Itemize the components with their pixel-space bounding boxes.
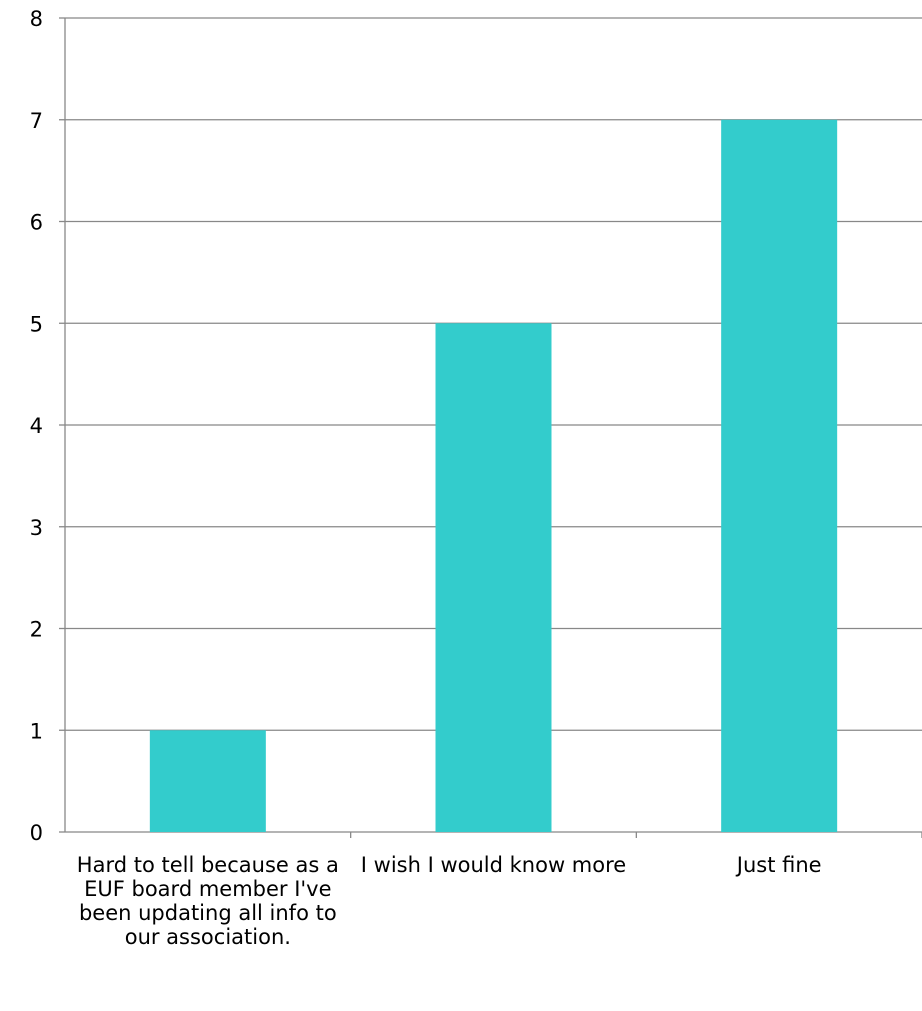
bar bbox=[435, 323, 552, 832]
y-tick-label: 2 bbox=[30, 618, 43, 642]
bar bbox=[721, 119, 838, 832]
bar bbox=[149, 730, 266, 832]
y-tick-label: 7 bbox=[30, 109, 43, 133]
x-category-label: I wish I would know more bbox=[360, 853, 627, 877]
y-tick-label: 5 bbox=[30, 312, 43, 336]
y-tick-label: 1 bbox=[30, 719, 43, 743]
y-tick-label: 6 bbox=[30, 211, 43, 235]
x-category-label: Hard to tell because as a EUF board memb… bbox=[76, 853, 339, 949]
y-tick-label: 8 bbox=[30, 7, 43, 31]
y-tick-label: 3 bbox=[30, 516, 43, 540]
y-tick-label: 4 bbox=[30, 414, 43, 438]
y-tick-label: 0 bbox=[30, 821, 43, 845]
x-category-label: Just fine bbox=[736, 853, 822, 877]
